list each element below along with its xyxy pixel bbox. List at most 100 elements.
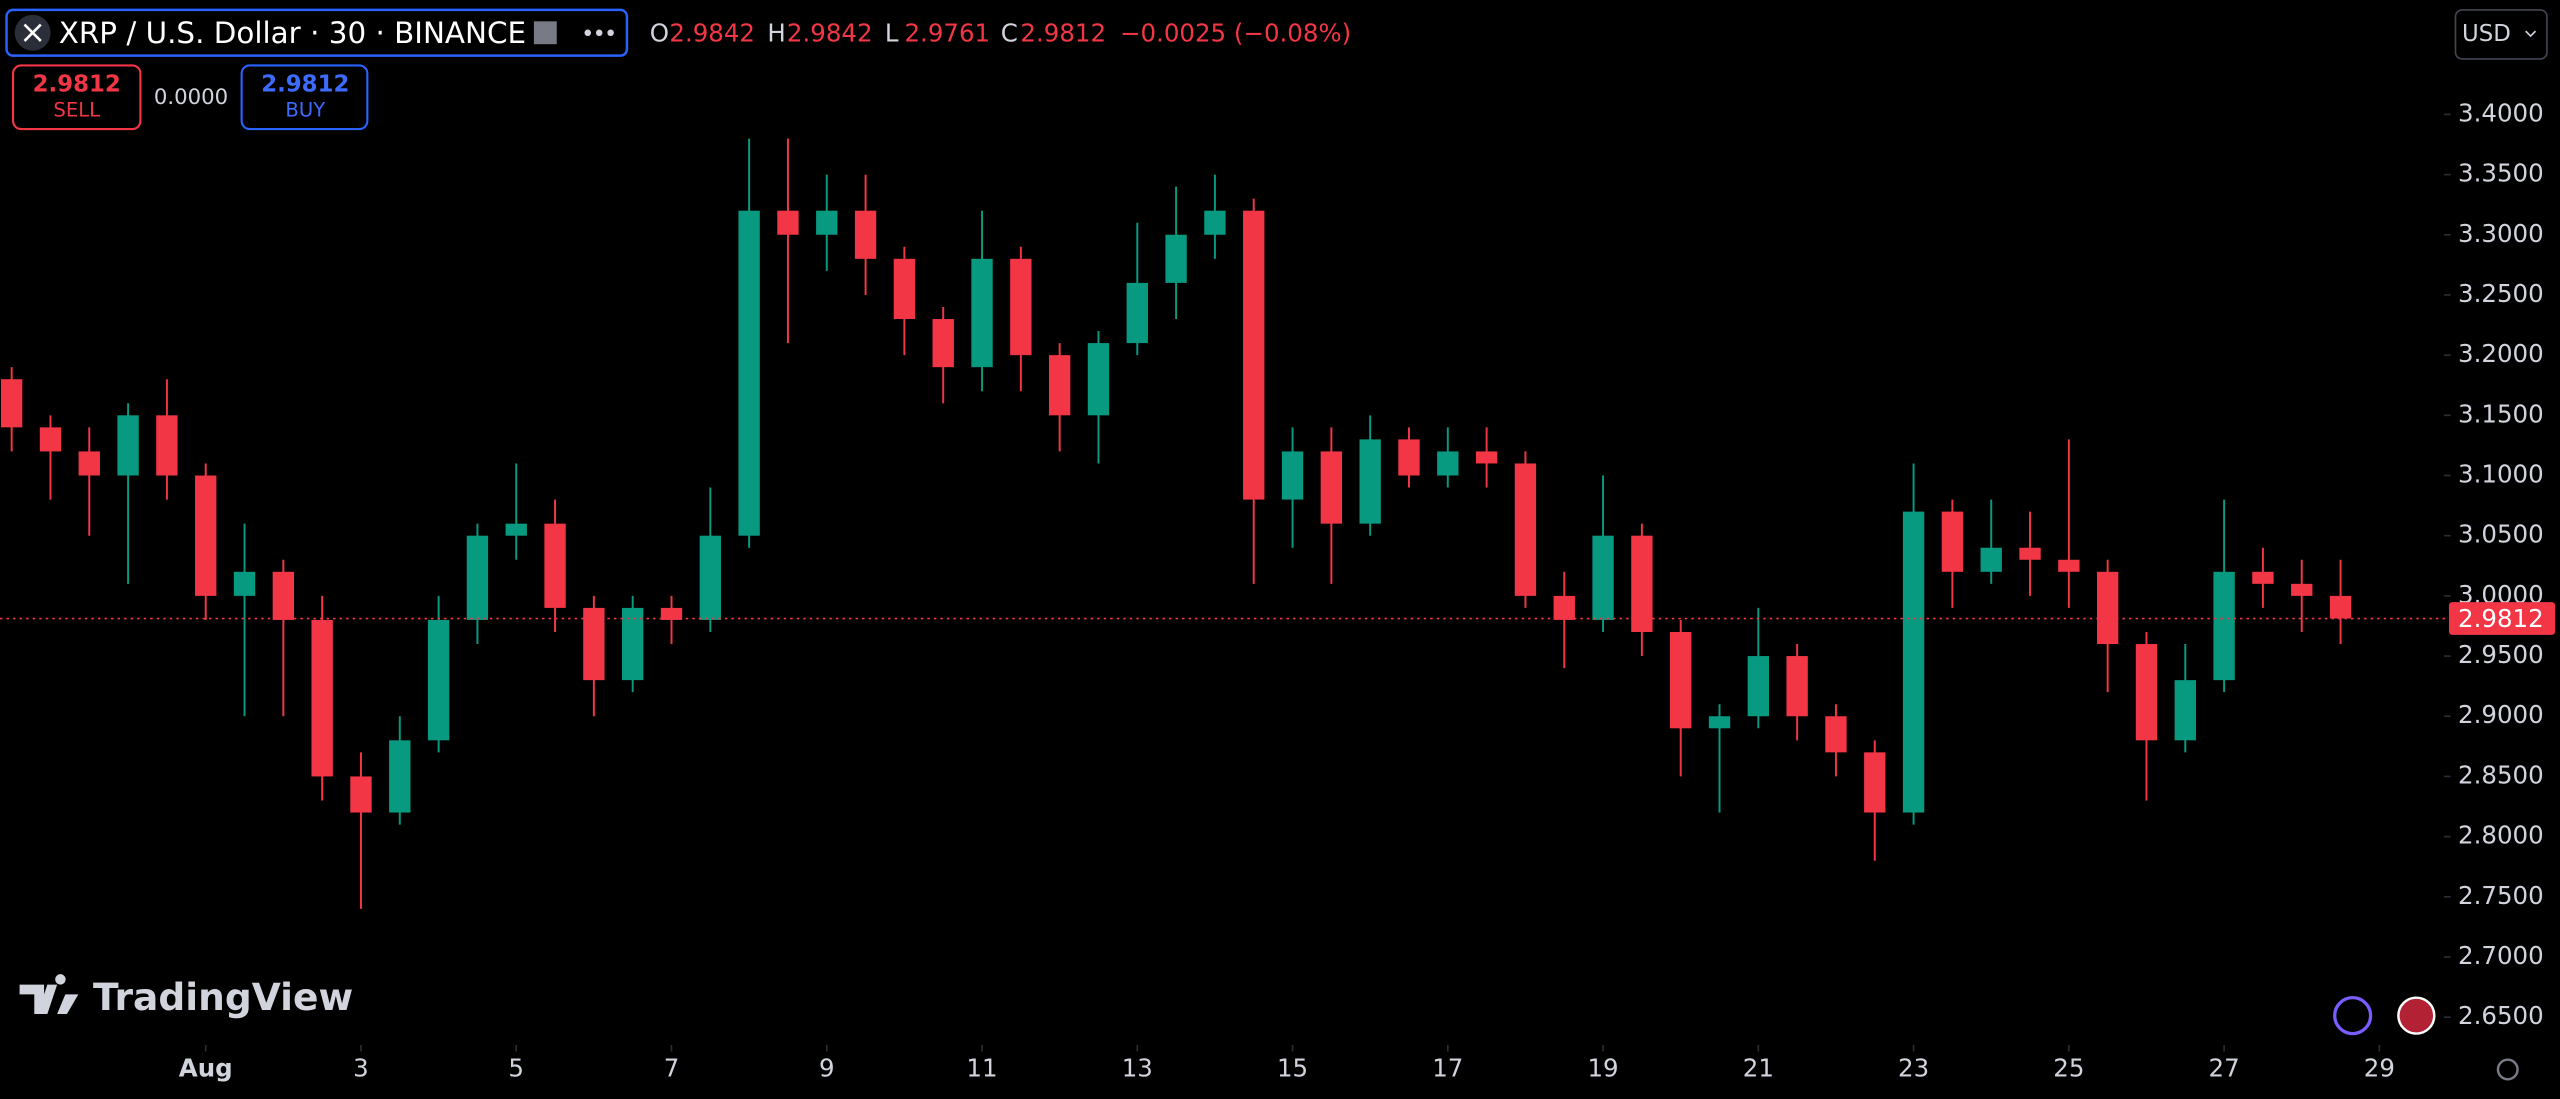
y-tick-label: 2.7000: [2458, 941, 2544, 970]
candle-body: [1437, 451, 1459, 476]
candle-body: [622, 607, 644, 681]
candle-body: [1243, 210, 1265, 500]
ohlc-label: C: [1001, 18, 1018, 47]
candle-body: [1126, 282, 1148, 344]
y-tick-label: 2.8000: [2458, 821, 2544, 850]
candle-body: [1864, 752, 1886, 813]
candle-body: [311, 619, 333, 777]
y-tick-label: 2.8500: [2458, 760, 2544, 789]
candle-body: [1670, 631, 1692, 729]
candle-body: [932, 319, 954, 368]
currency-select[interactable]: [2454, 9, 2548, 60]
brand: TradingView: [93, 975, 353, 1019]
x-tick-label: Aug: [179, 1054, 233, 1083]
candle-body: [544, 523, 566, 608]
candle-body: [738, 210, 760, 536]
candle-body: [2329, 595, 2352, 619]
ohlc-legend: O 2.9842 H 2.9842 L 2.9761 C 2.9812: [650, 18, 1106, 47]
y-tick-label: 2.7500: [2458, 881, 2544, 910]
candle-body: [1281, 451, 1304, 500]
x-tick-label: 23: [1898, 1054, 1929, 1083]
x-tick-label: 19: [1587, 1054, 1618, 1083]
y-tick-label: 3.3500: [2458, 159, 2544, 188]
more-icon[interactable]: [584, 29, 614, 37]
candle-body: [660, 607, 683, 620]
candle-body: [1048, 355, 1071, 416]
candle-body: [1398, 439, 1420, 476]
ohlc-label: L: [885, 18, 899, 47]
sell-label: SELL: [53, 99, 100, 122]
candle-body: [1087, 343, 1110, 416]
x-tick-label: 27: [2209, 1054, 2240, 1083]
buy-button[interactable]: [240, 64, 369, 131]
candle-body: [699, 535, 721, 620]
candle-body: [1320, 451, 1343, 524]
candle-body: [2174, 680, 2196, 741]
settings-icon[interactable]: [2496, 1058, 2519, 1081]
y-tick-label: 3.3000: [2458, 219, 2544, 248]
x-tick-label: 13: [1122, 1054, 1153, 1083]
candle-body: [350, 776, 372, 813]
candle-body: [0, 379, 23, 428]
candle-body: [1786, 656, 1808, 717]
ohlc-value: 2.9812: [1020, 18, 1106, 47]
logo-icon: [19, 974, 79, 1014]
candle-body: [2291, 583, 2313, 596]
sell-button[interactable]: [12, 64, 142, 131]
symbol-title: XRP / U.S. Dollar · 30 · BINANCE: [59, 16, 526, 50]
candle-body: [466, 535, 489, 620]
buy-price: 2.9812: [261, 72, 349, 98]
y-tick-label: 3.1500: [2458, 399, 2544, 428]
ohlc-label: O: [650, 18, 669, 47]
candle-body: [233, 571, 256, 596]
alerts-icon[interactable]: [2333, 996, 2373, 1036]
ohlc-value: 2.9842: [787, 18, 873, 47]
symbol-box[interactable]: [5, 8, 629, 57]
y-tick-label: 3.0500: [2458, 520, 2544, 549]
candle-body: [1359, 439, 1381, 524]
x-tick-label: 25: [2053, 1054, 2084, 1083]
ohlc-value: 2.9842: [669, 18, 755, 47]
candle-body: [2096, 571, 2119, 645]
buy-label: BUY: [285, 99, 325, 122]
candle-body: [1631, 535, 1653, 632]
candle-body: [971, 258, 993, 368]
candle-body: [1165, 234, 1187, 283]
chevron: [2525, 30, 2537, 38]
candle-body: [1941, 511, 1964, 572]
y-tick-label: 3.4000: [2458, 98, 2544, 127]
candle-body: [2019, 547, 2041, 560]
y-tick-label: 3.1000: [2458, 460, 2544, 489]
candle-body: [1747, 656, 1769, 717]
y-tick-label: 2.6500: [2458, 1001, 2544, 1030]
x-tick-label: 7: [664, 1054, 680, 1083]
candle-body: [1825, 716, 1847, 753]
candle-body: [2252, 571, 2274, 584]
y-tick-label: 2.9000: [2458, 700, 2544, 729]
y-tick-label: 3.2000: [2458, 339, 2544, 368]
flag-icon[interactable]: [533, 21, 557, 45]
candle-body: [272, 571, 295, 620]
y-tick-label: 3.2500: [2458, 279, 2544, 308]
x-tick-label: 21: [1743, 1054, 1774, 1083]
close-icon[interactable]: [23, 23, 42, 42]
x-tick-label: 15: [1277, 1054, 1308, 1083]
flag-us-icon[interactable]: [2397, 996, 2436, 1035]
candle-body: [1204, 210, 1226, 235]
candle-body: [1010, 258, 1032, 356]
candle-body: [427, 619, 450, 741]
candle-body: [1514, 463, 1537, 596]
x-tick-label: 11: [966, 1054, 997, 1083]
candle-body: [854, 210, 877, 259]
candle-body: [583, 607, 605, 681]
last-price-tag: [2448, 602, 2556, 635]
candle-body: [893, 258, 916, 320]
x-tick-label: 29: [2364, 1054, 2395, 1083]
x-tick-label: 17: [1432, 1054, 1463, 1083]
candle-body: [777, 210, 799, 235]
candle-body: [156, 415, 178, 476]
x-tick-label: 5: [508, 1054, 524, 1083]
